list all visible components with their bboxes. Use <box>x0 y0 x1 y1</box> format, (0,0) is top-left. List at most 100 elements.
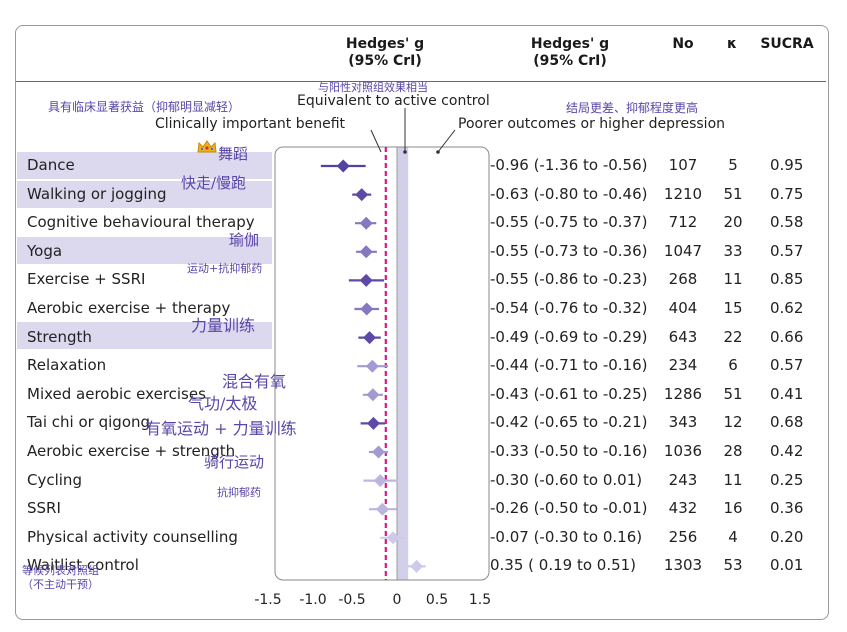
header-no: No <box>672 36 694 52</box>
equivalent-pointer-dot <box>403 150 407 154</box>
x-tick-label: 1.5 <box>468 592 492 608</box>
crown-icon <box>197 140 217 153</box>
n-value: 256 <box>668 527 698 546</box>
row-highlight-strength <box>17 322 272 349</box>
sucra-value: 0.42 <box>770 442 804 460</box>
row-label: Strength <box>27 327 92 346</box>
annotation-poorer-en: Poorer outcomes or higher depression <box>458 116 726 132</box>
k-value: 51 <box>723 184 743 203</box>
sucra-value: 0.57 <box>770 241 804 260</box>
k-value: 16 <box>723 499 743 518</box>
n-value: 343 <box>668 413 698 432</box>
annotation-equivalent-en: Equivalent to active control <box>297 93 490 109</box>
n-value: 1286 <box>663 384 703 403</box>
k-value: 15 <box>723 299 743 317</box>
row-highlight-yoga <box>17 237 272 264</box>
row-label: Walking or jogging <box>27 184 167 203</box>
ci-value: -0.96 (-1.36 to -0.56) <box>490 156 648 174</box>
header-hedges-plot: Hedges' g (95% CrI) <box>345 36 425 69</box>
x-tick-label: -1.5 <box>254 592 282 608</box>
row-label: Aerobic exercise + strength <box>27 442 236 460</box>
n-value: 712 <box>668 213 698 232</box>
point-estimate <box>375 502 389 516</box>
n-value: 234 <box>668 356 698 375</box>
row-label: Exercise + SSRI <box>27 270 146 289</box>
n-value: 1303 <box>663 556 703 575</box>
sucra-value: 0.66 <box>770 327 804 346</box>
header-rule <box>16 81 826 82</box>
ci-value: -0.63 (-0.80 to -0.46) <box>490 184 648 203</box>
ci-value: -0.49 (-0.69 to -0.29) <box>490 327 648 346</box>
k-value: 12 <box>723 413 743 432</box>
sucra-value: 0.20 <box>770 527 804 546</box>
k-value: 53 <box>723 556 743 575</box>
clinical-pointer <box>370 129 382 153</box>
sucra-value: 0.75 <box>770 184 804 203</box>
point-estimate <box>359 245 373 259</box>
k-value: 11 <box>723 270 743 289</box>
row-label: Physical activity counselling <box>27 527 238 546</box>
poorer-pointer <box>437 129 456 153</box>
sucra-value: 0.62 <box>770 299 804 317</box>
ci-value: -0.43 (-0.61 to -0.25) <box>490 384 648 403</box>
row-label: Cycling <box>27 470 82 489</box>
point-estimate <box>359 273 373 287</box>
row-label: Yoga <box>27 241 63 260</box>
point-estimate <box>410 559 424 573</box>
row-label-cn: 等候列表对照组 （不主动干预） <box>22 564 99 592</box>
point-estimate <box>359 216 373 230</box>
row-highlight-walking <box>17 181 272 208</box>
row-label-cn: 混合有氧 <box>222 371 287 391</box>
k-value: 4 <box>728 527 738 546</box>
ci-value: -0.54 (-0.76 to -0.32) <box>490 299 648 317</box>
poorer-pointer-dot <box>436 150 440 154</box>
x-tick-label: -1.0 <box>299 592 327 608</box>
x-tick-label: -0.5 <box>338 592 366 608</box>
point-estimate <box>366 416 380 430</box>
ci-value: -0.26 (-0.50 to -0.01) <box>490 499 648 518</box>
k-value: 33 <box>723 241 743 260</box>
sucra-value: 0.01 <box>770 556 804 575</box>
ci-value: -0.55 (-0.75 to -0.37) <box>490 213 648 232</box>
annotation-equivalent-cn: 与阳性对照组效果相当 <box>318 81 428 94</box>
sucra-value: 0.85 <box>770 270 804 289</box>
ci-value: -0.33 (-0.50 to -0.16) <box>490 442 648 460</box>
row-label-cn: 骑行运动 <box>204 452 265 471</box>
row-label: Tai chi or qigong <box>27 413 151 432</box>
point-estimate <box>373 474 387 488</box>
annotation-poorer-cn: 结局更差、抑郁程度更高 <box>566 101 699 115</box>
row-label-cn: 抗抑郁药 <box>217 486 261 500</box>
n-value: 243 <box>668 470 698 489</box>
point-estimate <box>363 331 377 345</box>
k-value: 5 <box>728 156 738 174</box>
sucra-value: 0.58 <box>770 213 804 232</box>
header-hedges-text: Hedges' g (95% CrI) <box>530 36 610 69</box>
row-label-cn: 有氧运动 + 力量训练 <box>145 419 297 438</box>
ci-value: -0.42 (-0.65 to -0.21) <box>490 413 648 432</box>
ci-value: -0.30 (-0.60 to 0.01) <box>490 470 643 489</box>
k-value: 51 <box>723 384 743 403</box>
n-value: 432 <box>668 499 698 518</box>
k-value: 22 <box>723 327 743 346</box>
k-value: 28 <box>723 442 743 460</box>
n-value: 1210 <box>663 184 703 203</box>
row-label: Mixed aerobic exercises <box>27 384 206 403</box>
sucra-value: 0.68 <box>770 413 804 432</box>
row-label: Relaxation <box>27 356 107 375</box>
n-value: 643 <box>668 327 698 346</box>
row-highlight-dance <box>17 152 272 179</box>
k-value: 6 <box>728 356 738 375</box>
sucra-value: 0.41 <box>770 384 804 403</box>
row-label: SSRI <box>27 499 61 518</box>
row-label-cn: 力量训练 <box>191 315 256 335</box>
k-value: 11 <box>723 470 743 489</box>
ci-value: -0.07 (-0.30 to 0.16) <box>490 527 643 546</box>
row-label-cn: 运动+抗抑郁药 <box>187 262 263 276</box>
row-label-cn: 快走/慢跑 <box>181 173 247 192</box>
n-value: 1047 <box>663 241 703 260</box>
n-value: 107 <box>668 156 698 174</box>
ci-value: -0.55 (-0.86 to -0.23) <box>490 270 648 289</box>
row-label: Cognitive behavioural therapy <box>27 213 255 232</box>
sucra-value: 0.36 <box>770 499 804 518</box>
